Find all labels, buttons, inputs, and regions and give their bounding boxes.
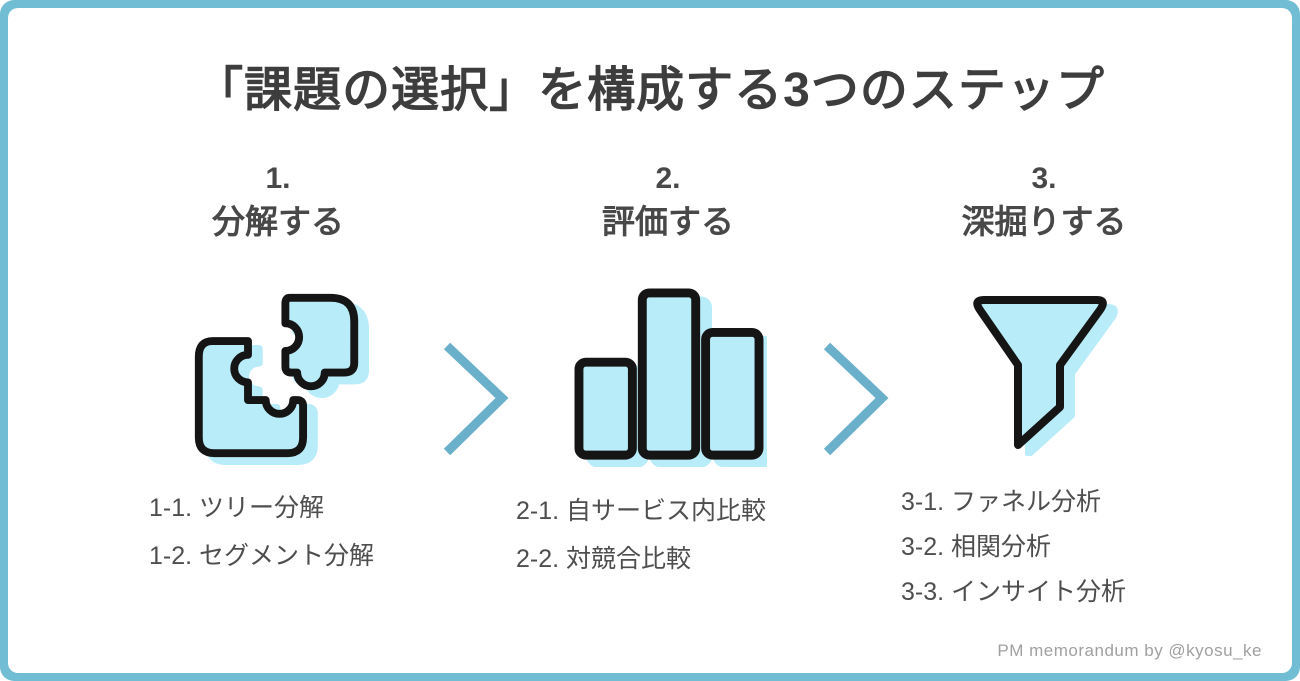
step-3-number: 3.	[1031, 162, 1057, 195]
step-2-number: 2.	[655, 162, 681, 195]
content-card: 「課題の選択」を構成する3つのステップ 1. 分解する	[8, 8, 1292, 673]
step-2-item-list: 2-1. 自サービス内比較 2-2. 対競合比較	[516, 495, 766, 591]
step-column-2: 2. 評価する	[498, 160, 838, 474]
puzzle-icon	[187, 284, 369, 466]
step-1-name: 分解する	[212, 203, 344, 240]
funnel-icon	[970, 294, 1118, 456]
chevron-right-icon	[443, 342, 509, 456]
list-item: 1-1. ツリー分解	[149, 494, 325, 522]
list-item: 3-2. 相関分析	[901, 533, 1052, 561]
step-3-item-list: 3-1. ファネル分析 3-2. 相関分析 3-3. インサイト分析	[901, 486, 1126, 621]
credit-text: PM memorandum by @kyosu_ke	[997, 641, 1262, 660]
step-2-icon-wrap	[498, 276, 838, 474]
step-3-icon-wrap	[874, 276, 1214, 474]
step-2-name: 評価する	[602, 203, 734, 240]
step-1-item-list: 1-1. ツリー分解 1-2. セグメント分解	[149, 492, 374, 588]
list-item: 2-1. 自サービス内比較	[516, 497, 767, 525]
list-item: 3-3. インサイト分析	[901, 578, 1127, 606]
chevron-right-icon	[823, 342, 889, 456]
step-column-1: 1. 分解する	[108, 160, 448, 474]
step-3-name: 深掘りする	[961, 203, 1127, 240]
step-column-3: 3. 深掘りする	[874, 160, 1214, 474]
list-item: 2-2. 対競合比較	[516, 545, 692, 573]
bar-chart-icon	[569, 283, 767, 467]
list-item: 3-1. ファネル分析	[901, 488, 1102, 516]
list-item: 1-2. セグメント分解	[149, 542, 375, 570]
step-1-number: 1.	[265, 162, 291, 195]
step-1-icon-wrap	[108, 276, 448, 474]
page-title: 「課題の選択」を構成する3つのステップ	[195, 64, 1105, 117]
